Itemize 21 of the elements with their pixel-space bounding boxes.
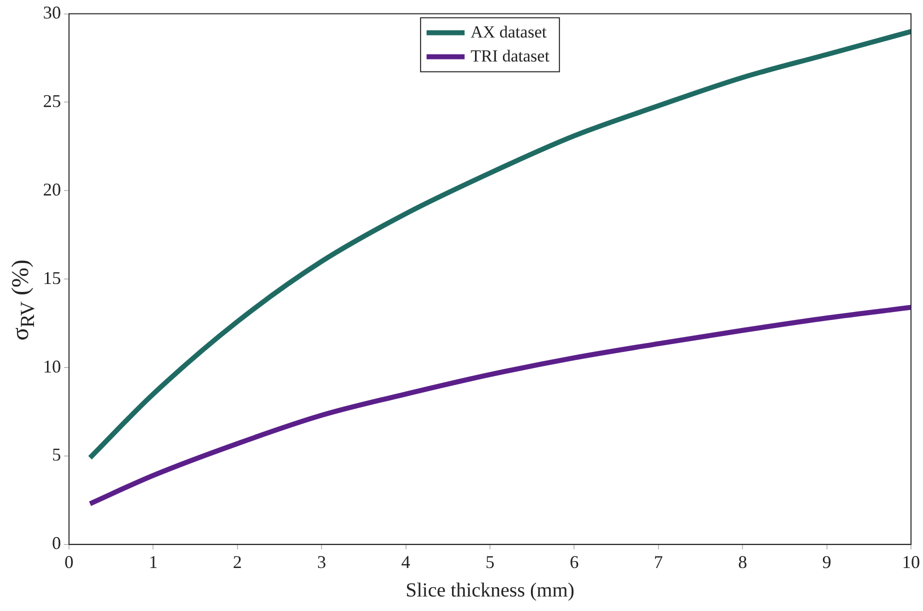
x-tick-label: 8	[738, 552, 748, 572]
y-tick-label: 20	[43, 179, 61, 200]
y-tick-label: 0	[52, 533, 61, 554]
x-tick-label: 2	[232, 552, 242, 572]
x-tick-label: 7	[654, 552, 663, 572]
y-tick-label: 30	[43, 2, 61, 23]
x-axis-title: Slice thickness (mm)	[406, 579, 574, 602]
legend-label: TRI dataset	[470, 46, 550, 66]
x-tick-label: 10	[902, 552, 920, 572]
x-tick-label: 0	[64, 552, 74, 572]
x-tick-label: 3	[317, 552, 326, 572]
x-tick-label: 5	[486, 552, 494, 572]
y-tick-label: 15	[43, 268, 61, 288]
x-tick-label: 4	[401, 552, 410, 572]
x-tick-label: 1	[148, 552, 158, 572]
y-tick-label: 5	[52, 444, 61, 465]
legend-label: AX dataset	[470, 22, 547, 42]
y-tick-label: 25	[43, 90, 61, 111]
x-tick-label: 9	[822, 552, 832, 572]
y-tick-label: 10	[43, 356, 61, 376]
x-tick-label: 6	[570, 552, 579, 572]
